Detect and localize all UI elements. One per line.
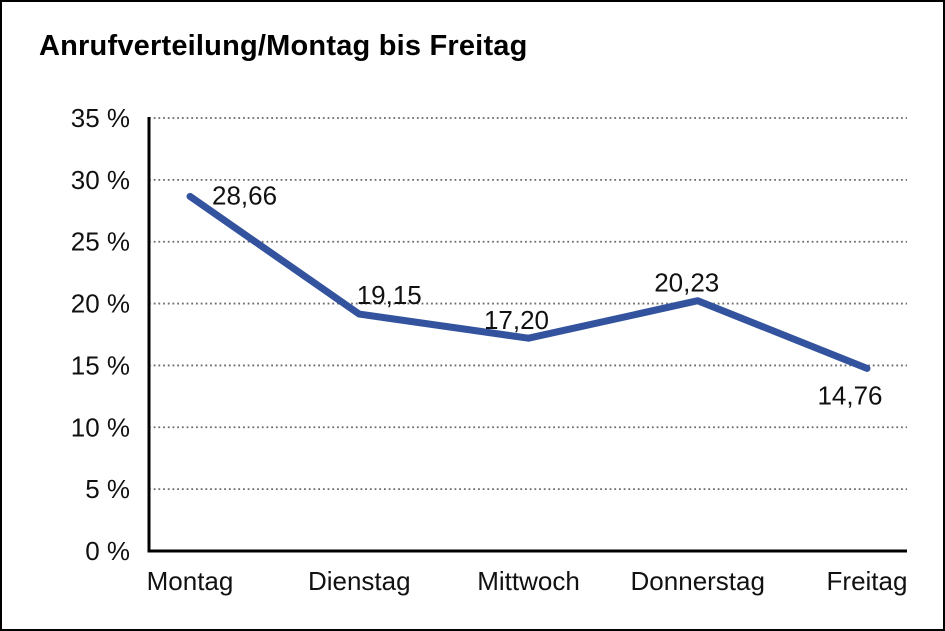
chart-title: Anrufverteilung/Montag bis Freitag bbox=[39, 30, 528, 62]
y-axis-tick-label: 35 % bbox=[71, 103, 130, 133]
y-axis-tick-label: 15 % bbox=[71, 350, 130, 380]
y-axis-tick-label: 25 % bbox=[71, 227, 130, 257]
y-axis-tick-label: 0 % bbox=[85, 536, 130, 566]
data-series-line bbox=[186, 192, 871, 372]
y-axis-tick-label: 30 % bbox=[71, 165, 130, 195]
data-point-label: 17,20 bbox=[484, 305, 549, 335]
y-axis-tick-label: 10 % bbox=[71, 412, 130, 442]
y-axis-tick-label: 20 % bbox=[71, 289, 130, 319]
x-axis-category-label: Donnerstag bbox=[631, 566, 765, 596]
data-point-label: 14,76 bbox=[817, 380, 882, 410]
data-point-label: 28,66 bbox=[212, 180, 277, 210]
x-axis-category-label: Montag bbox=[147, 566, 234, 596]
data-point-label: 20,23 bbox=[654, 268, 719, 298]
x-axis-category-label: Dienstag bbox=[308, 566, 411, 596]
data-point-label: 19,15 bbox=[357, 280, 422, 310]
x-axis-category-label: Mittwoch bbox=[477, 566, 580, 596]
x-axis-category-label: Freitag bbox=[827, 566, 908, 596]
y-axis-tick-label: 5 % bbox=[85, 474, 130, 504]
